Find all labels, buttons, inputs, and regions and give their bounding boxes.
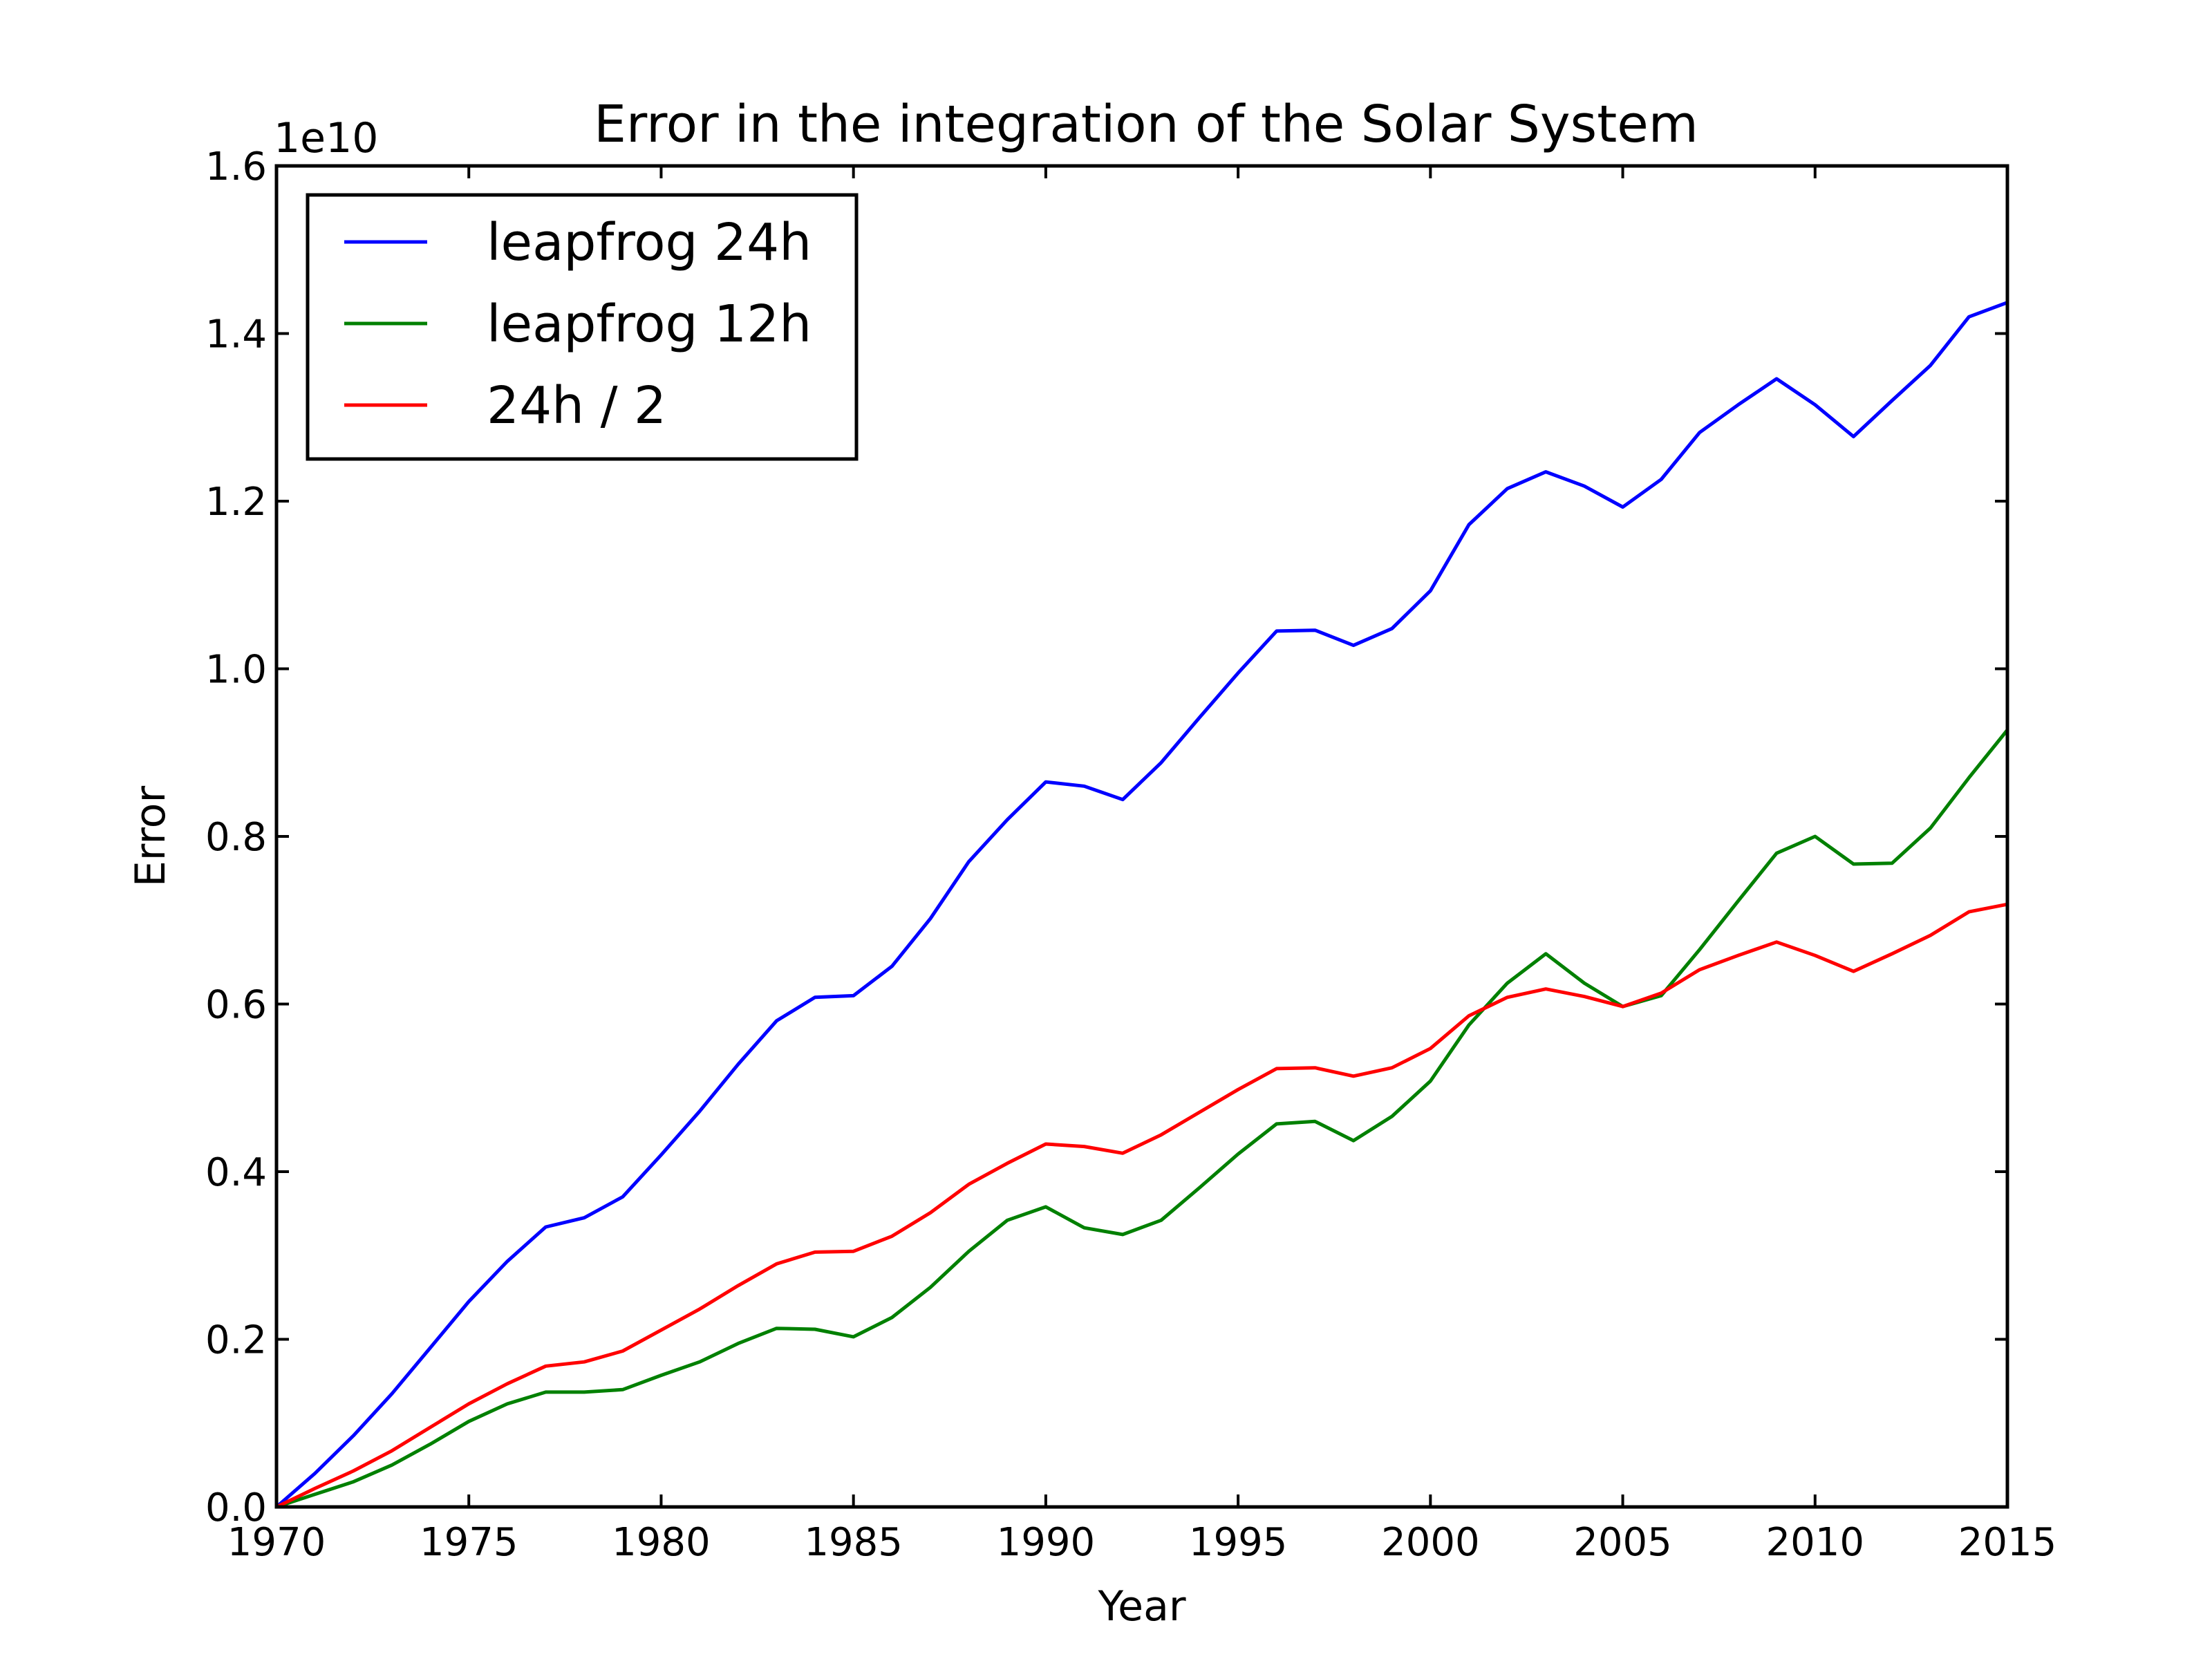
x-tick-label: 1990 bbox=[997, 1520, 1096, 1565]
chart-title: Error in the integration of the Solar Sy… bbox=[594, 95, 1698, 154]
series-line-1 bbox=[276, 729, 2009, 1509]
legend-box bbox=[306, 193, 859, 461]
y-tick-label: 1.4 bbox=[205, 312, 267, 357]
legend-label-2: 24h / 2 bbox=[487, 376, 666, 435]
series-line-2 bbox=[275, 902, 2008, 1509]
y-axis-ticks: 0.0 0.2 0.4 0.6 0.8 1.0 1.2 1.4 1.6 bbox=[205, 144, 2007, 1530]
y-tick-label: 0.6 bbox=[205, 983, 267, 1028]
x-tick-label: 1980 bbox=[612, 1520, 711, 1565]
x-tick-label: 2000 bbox=[1381, 1520, 1480, 1565]
legend-label-1: leapfrog 12h bbox=[487, 294, 812, 354]
x-tick-label: 1985 bbox=[804, 1520, 903, 1565]
y-tick-label: 0.0 bbox=[205, 1485, 267, 1530]
y-axis-offset-label: 1e10 bbox=[274, 114, 378, 162]
y-tick-label: 0.2 bbox=[205, 1318, 267, 1363]
y-tick-label: 0.8 bbox=[205, 815, 267, 860]
legend-label-0: leapfrog 24h bbox=[487, 213, 812, 272]
series-line-0 bbox=[275, 301, 2008, 1508]
y-tick-label: 1.6 bbox=[205, 144, 267, 189]
x-axis-label: Year bbox=[1097, 1582, 1185, 1631]
legend-entries: leapfrog 24h leapfrog 12h 24h / 2 bbox=[344, 213, 812, 435]
y-tick-label: 1.2 bbox=[205, 480, 267, 525]
x-tick-label: 2015 bbox=[1958, 1520, 2057, 1565]
y-tick-label: 0.4 bbox=[205, 1150, 267, 1195]
plot-lines bbox=[275, 301, 2009, 1509]
x-tick-label: 2010 bbox=[1766, 1520, 1865, 1565]
y-tick-label: 1.0 bbox=[205, 648, 267, 693]
x-tick-label: 1975 bbox=[420, 1520, 518, 1565]
x-tick-label: 2005 bbox=[1573, 1520, 1672, 1565]
x-axis-ticks: 1970 1975 1980 1985 1990 1995 2000 2005 2010 2015 bbox=[227, 166, 2057, 1565]
x-tick-label: 1995 bbox=[1189, 1520, 1288, 1565]
legend: leapfrog 24h leapfrog 12h 24h / 2 bbox=[306, 193, 859, 461]
x-tick-label: 1970 bbox=[227, 1520, 326, 1565]
y-axis-label: Error bbox=[126, 786, 175, 888]
